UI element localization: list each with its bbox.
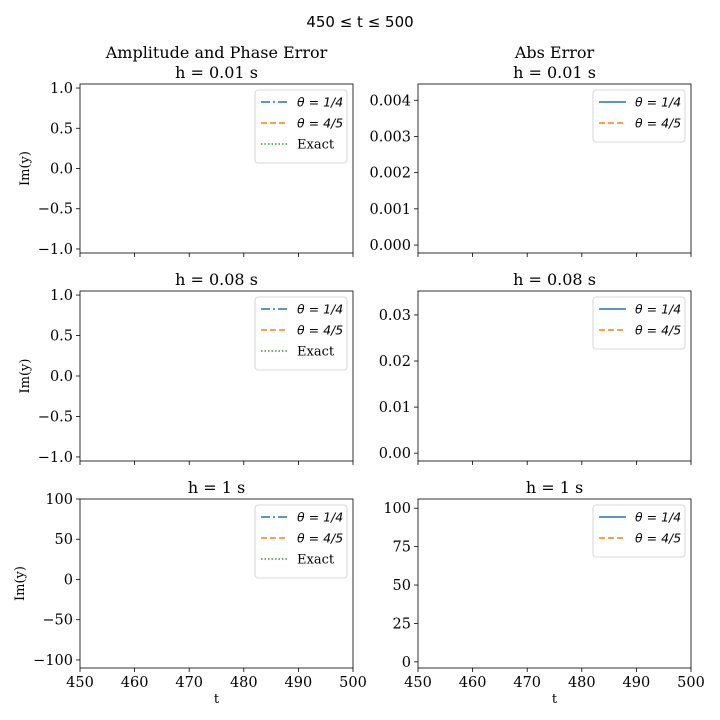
legend-box bbox=[592, 296, 686, 350]
legend-label: θ = 4/5 bbox=[635, 531, 681, 546]
subplot-title: h = 1 s bbox=[526, 478, 583, 497]
subplot-title: h = 0.08 s bbox=[175, 270, 258, 289]
y-tick-label: −0.5 bbox=[38, 409, 73, 425]
y-tick-label: 0.000 bbox=[369, 238, 411, 254]
y-tick-label: 0.004 bbox=[369, 93, 411, 109]
y-tick-label: 100 bbox=[45, 492, 73, 508]
y-tick-label: 1.0 bbox=[50, 288, 73, 304]
legend-box bbox=[592, 504, 686, 558]
x-tick-label: 490 bbox=[623, 675, 651, 691]
legend-box bbox=[592, 89, 686, 143]
x-tick-label: 500 bbox=[339, 675, 367, 691]
x-axis-label: t bbox=[214, 692, 220, 707]
y-tick-label: 50 bbox=[55, 532, 73, 548]
x-tick-label: 460 bbox=[459, 675, 487, 691]
y-tick-label: 0.0 bbox=[50, 162, 73, 178]
y-axis-label: Im(y) bbox=[18, 359, 33, 394]
y-tick-label: 0 bbox=[64, 572, 73, 588]
legend-label: Exact bbox=[297, 553, 335, 568]
legend-label: Exact bbox=[297, 345, 335, 360]
subplot-title: h = 0.01 s bbox=[175, 63, 258, 82]
legend-label: Exact bbox=[297, 138, 335, 153]
y-tick-label: 100 bbox=[383, 501, 411, 517]
legend-box bbox=[254, 504, 348, 579]
x-tick-label: 500 bbox=[677, 675, 705, 691]
axes-frame bbox=[417, 83, 692, 254]
legend-box bbox=[254, 296, 348, 371]
y-tick-label: 0.0 bbox=[50, 369, 73, 385]
legend-box bbox=[254, 89, 348, 164]
column-title: Amplitude and Phase Error bbox=[105, 43, 328, 62]
y-tick-label: 0.001 bbox=[369, 202, 411, 218]
legend-label: θ = 4/5 bbox=[635, 323, 681, 338]
y-tick-label: 0.003 bbox=[369, 129, 411, 145]
y-tick-label: 0 bbox=[402, 655, 411, 671]
axes-frame bbox=[417, 498, 692, 669]
y-tick-label: 0.5 bbox=[50, 329, 73, 345]
y-tick-label: 0.5 bbox=[50, 121, 73, 137]
y-tick-label: 1.0 bbox=[50, 81, 73, 97]
legend-label: θ = 1/4 bbox=[635, 302, 681, 317]
y-tick-label: −1.0 bbox=[38, 450, 73, 466]
legend-label: θ = 4/5 bbox=[297, 323, 343, 338]
x-tick-label: 470 bbox=[175, 675, 203, 691]
x-tick-label: 490 bbox=[285, 675, 313, 691]
x-tick-label: 460 bbox=[121, 675, 149, 691]
y-tick-label: 0.02 bbox=[379, 354, 411, 370]
x-tick-label: 480 bbox=[230, 675, 258, 691]
subplot-title: h = 1 s bbox=[188, 478, 245, 497]
y-tick-label: 75 bbox=[393, 540, 411, 556]
legend-label: θ = 1/4 bbox=[297, 95, 343, 110]
x-tick-label: 450 bbox=[404, 675, 432, 691]
x-tick-label: 470 bbox=[513, 675, 541, 691]
legend-label: θ = 4/5 bbox=[297, 531, 343, 546]
x-axis-label: t bbox=[552, 692, 558, 707]
legend-label: θ = 1/4 bbox=[635, 95, 681, 110]
figure-suptitle: 450 ≤ t ≤ 500 bbox=[306, 13, 413, 31]
y-tick-label: 50 bbox=[393, 578, 411, 594]
subplot-title: h = 0.08 s bbox=[513, 270, 596, 289]
y-tick-label: 0.03 bbox=[379, 308, 411, 324]
y-tick-label: 25 bbox=[393, 616, 411, 632]
legend-label: θ = 4/5 bbox=[297, 116, 343, 131]
legend-label: θ = 1/4 bbox=[635, 510, 681, 525]
column-title: Abs Error bbox=[514, 43, 595, 62]
y-axis-label: Im(y) bbox=[13, 566, 28, 601]
y-tick-label: −1.0 bbox=[38, 242, 73, 258]
x-tick-label: 450 bbox=[66, 675, 94, 691]
axes-frame bbox=[417, 290, 692, 462]
y-axis-label: Im(y) bbox=[18, 151, 33, 186]
axes-frame bbox=[79, 498, 354, 669]
y-tick-label: −50 bbox=[42, 613, 73, 629]
x-tick-label: 480 bbox=[568, 675, 596, 691]
legend-label: θ = 1/4 bbox=[297, 510, 343, 525]
y-tick-label: −100 bbox=[33, 653, 73, 669]
legend-label: θ = 1/4 bbox=[297, 302, 343, 317]
y-tick-label: 0.002 bbox=[369, 166, 411, 182]
subplot-title: h = 0.01 s bbox=[513, 63, 596, 82]
y-tick-label: 0.00 bbox=[379, 446, 411, 462]
y-tick-label: −0.5 bbox=[38, 202, 73, 218]
y-tick-label: 0.01 bbox=[379, 400, 411, 416]
legend-label: θ = 4/5 bbox=[635, 116, 681, 131]
